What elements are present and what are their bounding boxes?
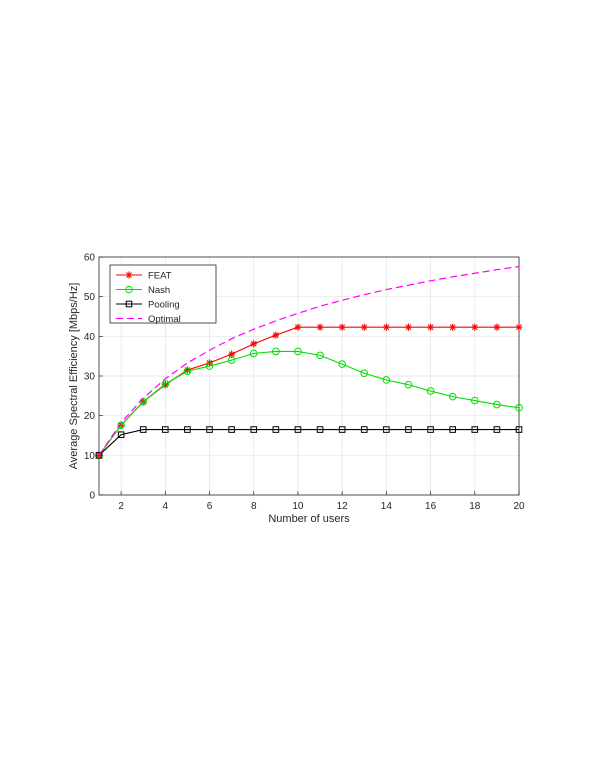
circle-marker: [161, 380, 170, 388]
y-tick-label: 60: [84, 253, 96, 264]
square-marker: [493, 426, 501, 433]
asterisk-marker: [338, 323, 346, 331]
circle-marker: [360, 369, 369, 378]
y-tick-label: 40: [84, 332, 96, 343]
circle-marker: [493, 400, 501, 409]
square-marker: [427, 426, 434, 433]
legend-label: Pooling: [148, 300, 180, 311]
square-marker: [117, 431, 125, 439]
y-tick-label: 50: [84, 292, 96, 303]
asterisk-marker: [427, 323, 434, 331]
square-marker: [272, 426, 280, 433]
x-tick-label: 4: [163, 501, 169, 512]
axis-ticks: 2 4 6 8 10 12 14 16 18 20 0 10 20 30 40 50 60: [84, 253, 525, 513]
circle-marker: [515, 403, 523, 412]
y-axis-label: Average Spectral Efficiency [Mbps/Hz]: [68, 283, 80, 470]
square-marker: [95, 452, 103, 459]
circle-marker: [426, 387, 435, 395]
x-tick-label: 18: [469, 501, 481, 512]
asterisk-marker: [250, 340, 257, 348]
asterisk-marker: [383, 323, 390, 331]
asterisk-marker: [471, 323, 479, 331]
circle-marker: [294, 347, 302, 356]
square-marker: [206, 426, 213, 433]
x-tick-label: 8: [251, 501, 257, 512]
x-axis-label: Number of users: [268, 513, 350, 525]
asterisk-marker: [272, 331, 280, 339]
square-marker: [515, 426, 523, 433]
series-line: [98, 428, 519, 456]
square-marker: [316, 426, 324, 433]
series-pooling: [95, 426, 523, 459]
circle-marker: [382, 376, 391, 384]
circle-marker: [205, 362, 214, 370]
square-marker: [405, 426, 412, 433]
circle-marker: [404, 380, 413, 389]
y-tick-label: 30: [84, 372, 96, 383]
legend: FEAT Nash Pooling Optimal: [109, 264, 217, 325]
asterisk-marker: [405, 323, 412, 331]
legend-label: Nash: [148, 285, 170, 296]
x-tick-label: 12: [337, 501, 349, 512]
circle-marker: [338, 360, 346, 368]
asterisk-marker: [294, 323, 302, 331]
y-tick-label: 0: [89, 491, 95, 502]
y-tick-label: 20: [84, 411, 96, 422]
square-marker: [250, 426, 258, 433]
series-line: [98, 326, 519, 456]
series-line: [98, 350, 520, 456]
x-tick-label: 2: [118, 501, 124, 512]
circle-marker: [272, 347, 280, 356]
x-tick-label: 20: [513, 501, 525, 512]
square-marker: [162, 426, 169, 433]
square-marker: [184, 426, 191, 433]
legend-item: Optimal: [116, 314, 181, 325]
square-marker: [449, 426, 456, 433]
asterisk-marker: [449, 323, 456, 331]
circle-marker: [183, 367, 192, 376]
circle-marker: [316, 351, 324, 360]
x-tick-label: 16: [425, 501, 437, 512]
asterisk-marker: [493, 323, 501, 331]
legend-label: FEAT: [148, 271, 172, 282]
asterisk-marker: [361, 323, 368, 331]
legend-item: Nash: [116, 285, 170, 296]
y-tick-label: 10: [84, 451, 96, 462]
square-marker: [360, 426, 368, 433]
square-marker: [294, 426, 302, 433]
x-tick-label: 6: [207, 501, 213, 512]
series-nash: [95, 347, 523, 460]
square-marker: [139, 426, 147, 433]
legend-item: FEAT: [116, 271, 172, 282]
circle-marker: [125, 285, 133, 294]
square-marker: [383, 426, 390, 433]
series-group: [95, 265, 523, 460]
series-feat: [95, 323, 523, 459]
circle-marker: [249, 349, 258, 358]
x-tick-label: 10: [292, 501, 304, 512]
square-marker: [125, 300, 133, 308]
asterisk-marker: [125, 271, 133, 279]
legend-label: Optimal: [148, 314, 181, 325]
circle-marker: [117, 421, 125, 429]
legend-item: Pooling: [116, 300, 180, 311]
square-marker: [338, 426, 346, 433]
x-tick-label: 14: [381, 501, 393, 512]
circle-marker: [227, 356, 236, 364]
asterisk-marker: [316, 323, 324, 331]
asterisk-marker: [515, 323, 523, 331]
square-marker: [228, 426, 235, 433]
circle-marker: [448, 392, 457, 401]
circle-marker: [470, 396, 479, 405]
square-marker: [471, 426, 479, 433]
